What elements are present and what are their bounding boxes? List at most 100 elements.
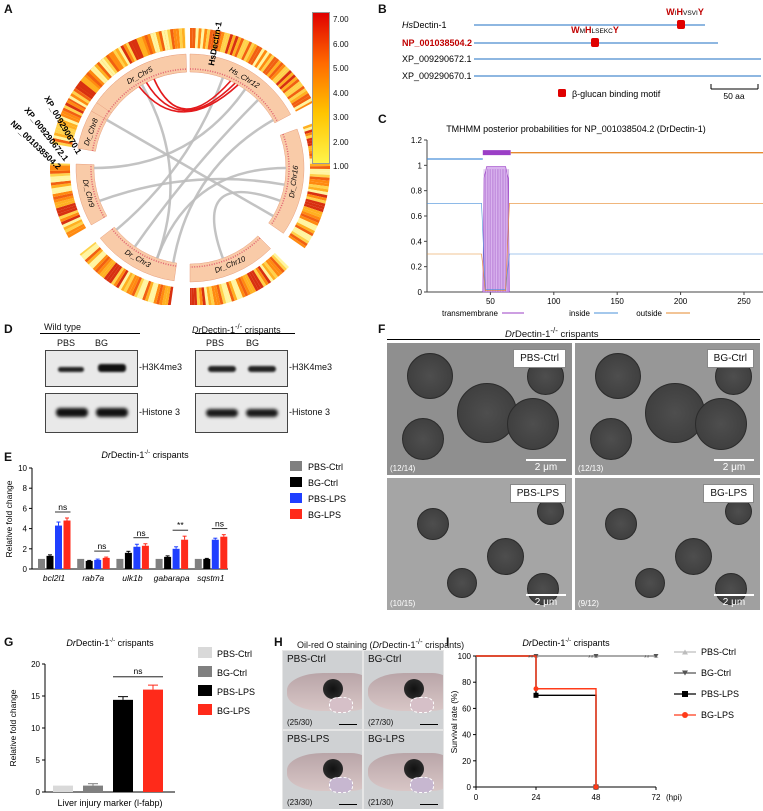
fish-scalebar — [420, 803, 438, 805]
e-xtick: sqstm1 — [197, 573, 225, 583]
tmhmm-plot: TMHMM posterior probabilities for NP_001… — [411, 124, 763, 318]
larva-eye — [323, 679, 343, 699]
i-point — [533, 686, 539, 692]
fish-scalebar — [420, 723, 438, 725]
fish-label: BG-Ctrl — [368, 654, 402, 665]
em-count: (12/13) — [578, 464, 604, 473]
e-sig: ns — [97, 541, 106, 551]
em-scalebar: 2 μm — [526, 459, 566, 473]
e-legend-label: PBS-Ctrl — [308, 462, 343, 472]
g-ytick: 10 — [31, 724, 40, 733]
i-ylabel: Survival rate (%) — [449, 690, 459, 753]
e-sig: ** — [177, 520, 184, 530]
g-ytick: 0 — [36, 788, 41, 797]
em-label: PBS-Ctrl — [513, 349, 566, 368]
scalebar-aa: 50 aa — [723, 91, 745, 101]
i-sig: ** — [528, 655, 534, 662]
row-xp2: XP_009290670.1 — [402, 71, 472, 81]
i-ytick: 100 — [458, 652, 472, 661]
i-ytick: 0 — [467, 783, 472, 792]
c-xtick: 250 — [737, 297, 751, 306]
i-legend-label: BG-LPS — [701, 710, 734, 720]
e-sig: ns — [215, 519, 224, 529]
e-xtick: gabarapa — [154, 573, 190, 583]
em-scalebar: 2 μm — [526, 594, 566, 608]
g-ytick: 5 — [36, 756, 41, 765]
e-xtick: bcl2l1 — [43, 573, 65, 583]
h-title: Oil-red O staining (DrDectin-1-/- crispa… — [297, 637, 465, 650]
i-ytick: 80 — [462, 678, 471, 687]
e-bar — [85, 560, 93, 569]
e-bar — [63, 520, 71, 569]
e-bar — [102, 557, 110, 569]
fish-tile: BG-Ctrl (27/30) — [364, 651, 443, 729]
e-bar — [38, 558, 45, 569]
g-sig: ns — [134, 666, 143, 676]
c-xtick: 150 — [611, 297, 625, 306]
e-bar — [194, 558, 202, 569]
chromosome-band — [189, 235, 271, 283]
panel-label-a: A — [4, 2, 13, 16]
c-legend-label: inside — [569, 309, 590, 318]
e-bar — [133, 546, 141, 569]
wt-lane-pbs: PBS — [57, 338, 76, 348]
i-point — [593, 654, 599, 658]
colorbar-tick: 4.00 — [333, 88, 349, 98]
e-bar — [203, 558, 211, 569]
e-bar — [46, 555, 54, 569]
chromosome-band — [189, 53, 291, 124]
organelle — [635, 568, 665, 598]
panel-label-c: C — [378, 112, 387, 126]
cr-lane-pbs: PBS — [206, 338, 225, 348]
e-bar — [181, 539, 189, 569]
e-bar — [124, 552, 132, 569]
organelle — [527, 573, 559, 605]
legend-motif: β-glucan binding motif — [572, 89, 661, 99]
bar-chart-g: DrDectin-1-/- crispants 0 5 10 15 20 Relative … — [8, 638, 255, 808]
circos-plot: Dr_Chr19Hs_Chr12Dr_Chr16Dr_Chr10Dr_Chr3D… — [9, 21, 330, 305]
chromosome-band — [96, 53, 187, 114]
organelle — [402, 418, 444, 460]
g-ytick: 20 — [31, 660, 40, 669]
g-title: DrDectin-1-/- crispants — [66, 638, 154, 648]
e-legend-label: PBS-LPS — [308, 494, 346, 504]
em-tile: PBS-Ctrl (12/14) 2 μm — [387, 343, 572, 475]
fish-scalebar — [339, 723, 357, 725]
liver-outline — [410, 697, 434, 713]
em-scalebar: 2 μm — [714, 594, 754, 608]
organelle — [695, 398, 747, 450]
g-legend-label: BG-Ctrl — [217, 668, 247, 678]
band-label-histone3-wt: -Histone 3 — [139, 407, 181, 417]
g-xlabel: Liver injury marker (l-fabp) — [57, 798, 162, 808]
organelle — [407, 353, 453, 399]
g-ytick: 15 — [31, 692, 40, 701]
i-curve — [476, 655, 597, 787]
band-label-h3k4me3-cr: -H3K4me3 — [289, 362, 333, 372]
motif-box-hs — [677, 20, 685, 29]
fish-tile: PBS-LPS (23/30) — [283, 731, 362, 809]
colorbar-tick: 2.00 — [333, 137, 349, 147]
panel-label-g: G — [4, 635, 14, 649]
f-title: DrDectin-1-/- crispants — [505, 326, 599, 341]
panel-label-d: D — [4, 322, 13, 336]
c-ytick: 0.8 — [411, 187, 423, 196]
panel-label-h: H — [274, 635, 283, 649]
em-count: (10/15) — [390, 599, 416, 608]
organelle — [417, 508, 449, 540]
organelle — [590, 418, 632, 460]
e-ytick: 2 — [23, 545, 28, 554]
em-label: PBS-LPS — [509, 484, 566, 503]
fish-count: (21/30) — [368, 798, 394, 807]
fish-scalebar — [339, 803, 357, 805]
em-count: (12/14) — [390, 464, 416, 473]
c-legend-label: transmembrane — [442, 309, 499, 318]
chromosome-label: Dr_Chr16 — [287, 164, 300, 198]
e-bar — [141, 545, 149, 569]
band-label-h3k4me3-wt: -H3K4me3 — [139, 362, 183, 372]
c-xtick: 200 — [674, 297, 688, 306]
wt-title: Wild type — [44, 322, 82, 332]
larva-eye — [404, 679, 424, 699]
i-point — [653, 654, 659, 658]
larva-eye — [404, 759, 424, 779]
em-tile: BG-LPS (9/12) 2 μm — [575, 478, 760, 610]
